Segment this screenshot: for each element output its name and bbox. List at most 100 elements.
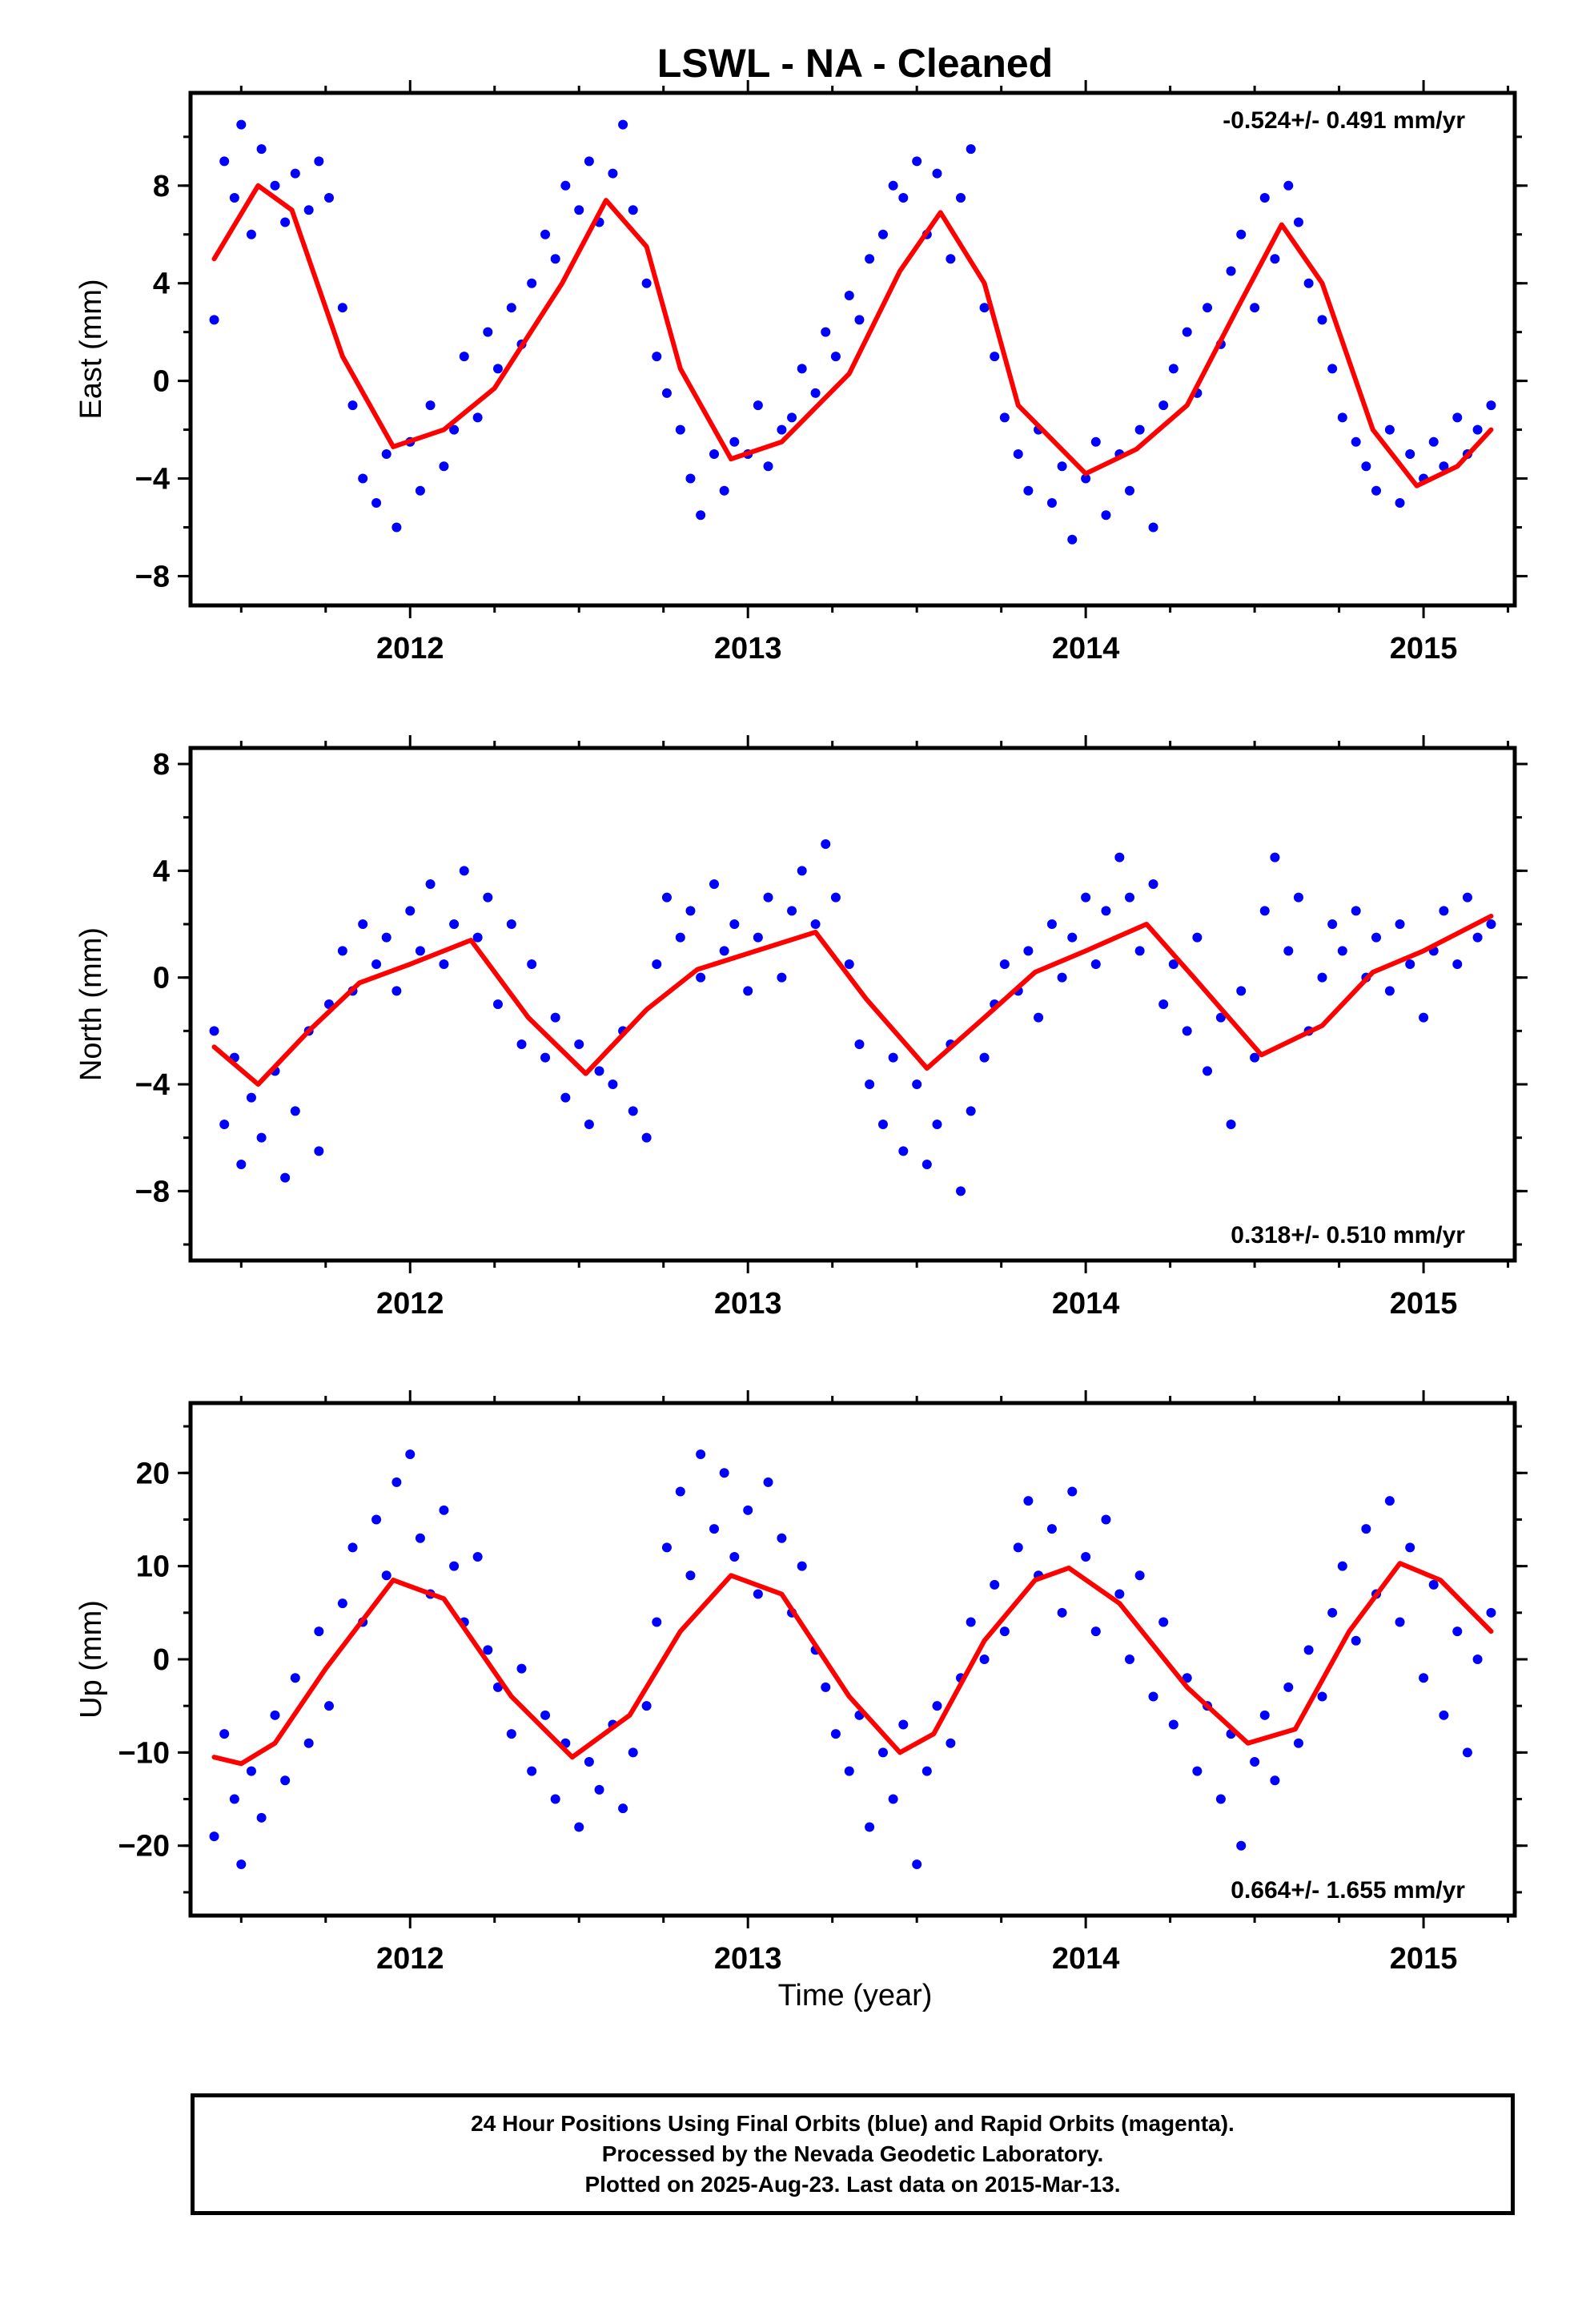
data-point [381,932,391,943]
data-point [753,400,763,411]
data-point [1101,510,1111,521]
data-point [280,217,291,227]
data-point [256,144,267,155]
y-tick-label: −4 [135,463,170,497]
data-point [1361,461,1371,472]
panel-1: 2012 2013 2014 2015 −8 −4 0 4 8 East (mm) -0.524+/… [74,80,1528,665]
data-point [898,193,909,203]
data-point [675,424,685,435]
data-point [628,205,638,215]
data-point [1419,1673,1429,1683]
data-point [1317,1691,1327,1702]
data-point [381,449,391,460]
data-point [1158,1617,1169,1627]
data-point [854,315,865,325]
data-point [472,412,483,423]
data-point [652,352,662,362]
data-point [449,919,460,929]
data-point [229,193,239,203]
data-point [877,1120,888,1129]
data-point [449,424,460,435]
data-point [256,1132,267,1143]
data-point [550,1794,560,1804]
data-point [1057,1607,1067,1618]
data-point [280,1775,291,1786]
plot-frame [188,746,1517,1263]
data-point [1203,303,1213,313]
data-point [391,1477,402,1487]
data-point [675,932,685,943]
data-point [877,229,888,239]
plot-frame [188,1401,1517,1918]
data-point [270,180,280,191]
data-point [743,986,753,996]
data-point [719,1468,729,1478]
data-point [719,485,729,496]
data-point [1472,1655,1483,1664]
data-point [797,1561,807,1571]
y-axis-label: East (mm) [74,279,108,419]
data-point [990,1579,1000,1590]
x-tick-label: 2012 [376,1287,444,1321]
data-point [1462,892,1472,903]
x-tick-label: 2015 [1390,632,1458,665]
rate-label: 0.664+/- 1.655 mm/yr [1231,1877,1465,1904]
data-point [1101,906,1111,916]
data-point [560,1092,571,1103]
figure-title: LSWL - NA - Cleaned [657,41,1053,86]
data-point [1337,412,1347,423]
x-tick-label: 2013 [714,1942,782,1976]
data-point [966,144,976,155]
data-point [628,1747,638,1758]
data-point [439,1505,449,1515]
data-point [685,906,696,916]
data-point [371,1514,382,1525]
data-point [1259,193,1270,203]
data-point [472,932,483,943]
data-point [1148,522,1158,533]
data-point [425,879,436,889]
data-point [584,1757,594,1767]
data-point [719,946,729,956]
data-point [888,1794,898,1804]
data-point [1270,1775,1280,1786]
data-point [1182,327,1192,337]
data-point [1452,959,1463,969]
data-point [1023,1496,1034,1506]
data-point [830,352,841,362]
panel-2: 2012 2013 2014 2015 −8 −4 0 4 8 North (mm) 0.318+/… [74,735,1528,1321]
data-point [290,1673,300,1683]
fit-line [211,914,1494,1087]
y-tick-label: 4 [153,267,170,301]
data-point [1293,217,1303,227]
data-point [1351,906,1361,916]
data-point [1215,1794,1226,1804]
data-point [1317,972,1327,983]
data-point [685,473,696,484]
y-tick-label: 8 [153,170,170,203]
data-point [540,229,551,239]
data-point [506,1729,516,1739]
data-point [641,278,652,288]
data-point [594,1066,604,1076]
data-point [661,1542,672,1553]
data-point [1101,1514,1111,1525]
data-point [1428,436,1439,447]
data-point [1486,400,1496,411]
data-point [763,1477,773,1487]
data-point [1081,1552,1091,1562]
data-point [1384,986,1395,996]
data-point [209,1831,219,1842]
data-point [1124,1655,1134,1664]
y-tick-label: −20 [118,1830,170,1864]
data-point [246,1092,256,1103]
data-point [574,1039,584,1049]
data-point [898,1146,909,1156]
data-point [574,205,584,215]
data-point [584,1120,594,1129]
data-point [560,180,571,191]
data-point [415,485,425,496]
data-point [865,254,875,264]
data-point [966,1106,976,1116]
